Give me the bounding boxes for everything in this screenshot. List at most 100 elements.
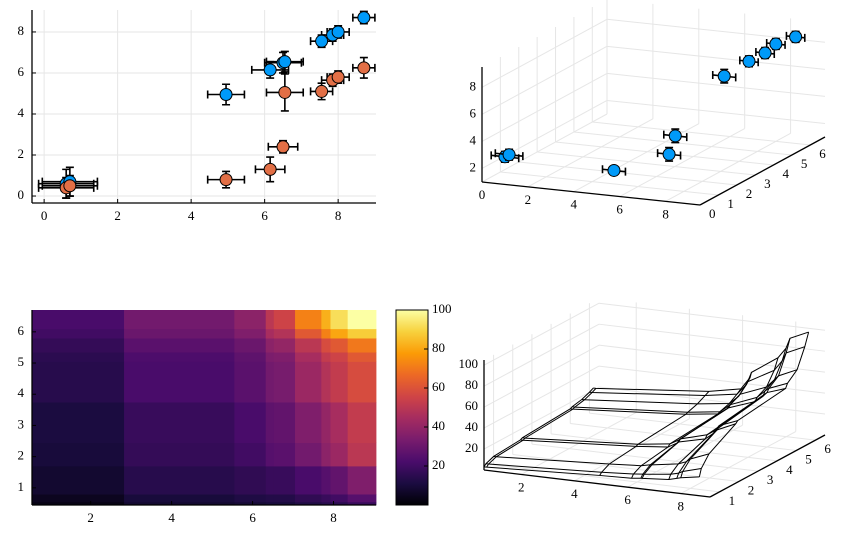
x-tick-label: 6 [261, 208, 268, 223]
point [502, 148, 516, 162]
heatmap-cell [347, 352, 377, 362]
grid-line [606, 45, 826, 70]
grid-line [680, 431, 796, 494]
x-tick-label: 2 [87, 510, 94, 525]
x-tick-label: 4 [571, 486, 578, 501]
grid-line [606, 72, 826, 97]
heatmap-cell [32, 466, 37, 495]
z-tick-label: 100 [459, 356, 479, 371]
heatmap-cell [273, 361, 296, 403]
point [276, 140, 290, 154]
heatmap-cell [234, 466, 267, 495]
surface-line [680, 338, 791, 478]
x-tick-label: 4 [571, 197, 578, 212]
x-tick-label: 0 [479, 187, 486, 202]
y-tick-label: 6 [819, 146, 826, 161]
heatmap-cell [295, 402, 322, 443]
grid-line [598, 365, 826, 394]
heatmap-cell [32, 402, 37, 443]
point [607, 163, 621, 177]
y-tick-label: 6 [18, 323, 25, 338]
y-tick-label: 8 [18, 23, 25, 38]
heatmap-cell [265, 338, 275, 353]
heatmap-cell [330, 466, 349, 495]
heatmap-cell [295, 328, 322, 339]
z-tick-label: 4 [470, 132, 477, 147]
heatmap-cell [321, 310, 331, 330]
grid-line [483, 344, 600, 408]
colorbar-tick-label: 100 [432, 301, 452, 316]
colorbar-tick-label: 60 [432, 379, 445, 394]
heatmap-cell [32, 442, 37, 467]
heatmap-cell [321, 361, 331, 403]
heatmap-cell [330, 328, 349, 339]
heatmap-cell [234, 310, 267, 330]
point [717, 69, 731, 83]
x-tick-label: 6 [616, 202, 623, 217]
point [278, 55, 292, 69]
grid-line [606, 99, 826, 124]
heatmap-cell [273, 402, 296, 443]
z-tick-label: 6 [470, 105, 477, 120]
x-tick-label: 6 [624, 492, 631, 507]
surface-line [676, 348, 787, 479]
heatmap-cell [265, 402, 275, 443]
point [742, 54, 756, 68]
point [357, 61, 371, 75]
y-tick-label: 0 [709, 206, 716, 221]
grid-line [592, 121, 811, 146]
heatmap-cell [234, 328, 267, 339]
grid-line [481, 72, 608, 142]
heatmap-cell [347, 310, 377, 330]
y-tick-label: 4 [18, 385, 25, 400]
grid-line [573, 131, 792, 156]
point [263, 162, 277, 176]
heatmap-cell [347, 328, 377, 339]
surface-line [589, 346, 805, 397]
grid-line [493, 464, 720, 493]
heatmap-cell [124, 310, 235, 330]
heatmap-cell [234, 402, 267, 443]
heatmap-cell [265, 494, 275, 503]
heatmap-cell [321, 328, 331, 339]
heatmap-cell [32, 494, 37, 503]
heatmap-cell [36, 338, 125, 353]
heatmap-cell [36, 466, 125, 495]
x-tick-label: 4 [188, 208, 195, 223]
heatmap-cell [234, 501, 267, 506]
surface-line [485, 463, 702, 475]
z-tick-label: 40 [465, 419, 478, 434]
heatmap-cell [347, 494, 377, 503]
heatmap-cell [124, 402, 235, 443]
heatmap-cell [321, 442, 331, 467]
grid-line [606, 18, 826, 43]
heatmap-cell [321, 501, 331, 506]
grid-line [483, 365, 600, 429]
point [331, 25, 345, 39]
y-axis [709, 434, 826, 498]
grid-line [500, 171, 719, 196]
heatmap-cell [124, 328, 235, 339]
heatmap-cell [273, 310, 296, 330]
point [263, 63, 277, 77]
heatmap-cell [330, 310, 349, 330]
grid-line [518, 161, 737, 186]
heatmap-cell [234, 352, 267, 362]
heatmap-cell [321, 494, 331, 503]
x-tick-label: 8 [662, 206, 669, 221]
x-tick-label: 8 [330, 510, 337, 525]
point [219, 173, 233, 187]
x-axis [483, 469, 711, 498]
x-axis [481, 181, 701, 206]
heatmap-cell [124, 442, 235, 467]
heatmap-cell [36, 361, 125, 403]
grid-line [481, 18, 608, 88]
heatmap-cell [36, 402, 125, 443]
y-tick-label: 4 [783, 166, 790, 181]
heatmap-cell [321, 402, 331, 443]
heatmap-cell [32, 352, 37, 362]
grid-line [574, 418, 690, 482]
x-tick-label: 8 [335, 208, 342, 223]
heatmap-cell [265, 442, 275, 467]
colorbar [395, 309, 429, 506]
